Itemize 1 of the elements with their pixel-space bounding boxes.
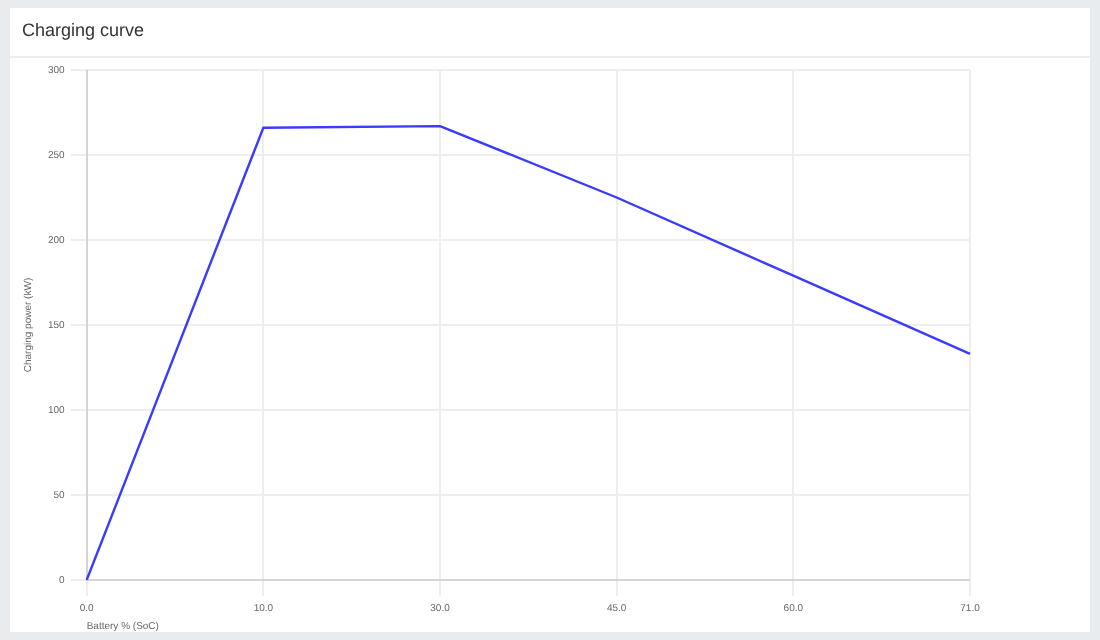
chart-title: Charging curve <box>10 8 1090 58</box>
